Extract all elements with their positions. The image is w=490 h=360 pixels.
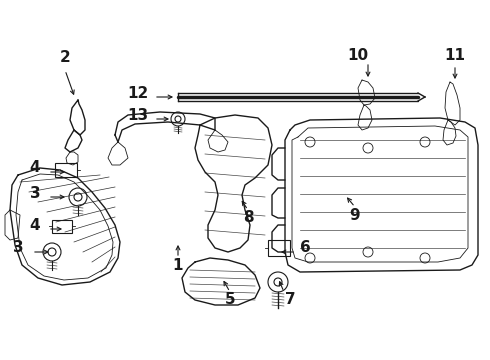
Text: 3: 3: [30, 185, 40, 201]
Text: 1: 1: [173, 257, 183, 273]
Bar: [52, 220, 72, 233]
Text: 11: 11: [444, 48, 466, 63]
Bar: [55, 163, 77, 177]
Text: 5: 5: [225, 292, 235, 307]
Text: 2: 2: [60, 50, 71, 66]
Text: 7: 7: [285, 292, 295, 307]
Text: 9: 9: [350, 207, 360, 222]
Text: 12: 12: [127, 85, 148, 100]
Text: 10: 10: [347, 48, 368, 63]
Text: 8: 8: [243, 211, 253, 225]
Text: 6: 6: [299, 240, 310, 256]
Bar: [268, 240, 290, 256]
Text: 3: 3: [13, 240, 24, 256]
Text: 4: 4: [30, 217, 40, 233]
Text: 13: 13: [127, 108, 148, 122]
Text: 4: 4: [30, 161, 40, 175]
